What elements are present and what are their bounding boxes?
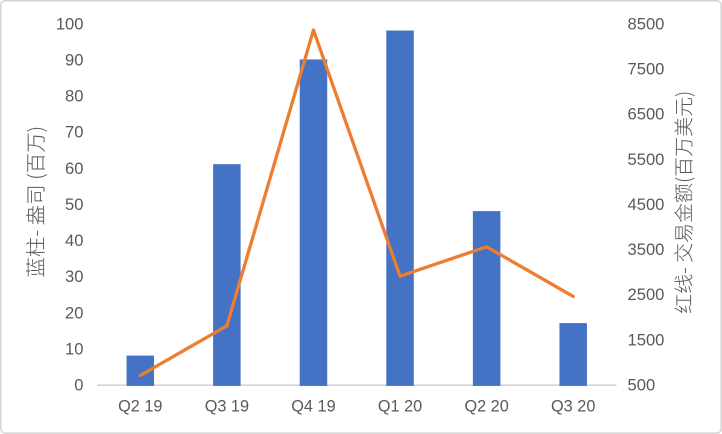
svg-text:60: 60 bbox=[65, 159, 83, 178]
svg-text:5500: 5500 bbox=[628, 150, 665, 169]
svg-text:70: 70 bbox=[65, 123, 83, 142]
svg-text:100: 100 bbox=[56, 14, 84, 33]
svg-text:20: 20 bbox=[65, 303, 83, 322]
svg-text:8500: 8500 bbox=[628, 14, 665, 33]
svg-text:10: 10 bbox=[65, 339, 83, 358]
svg-text:Q2 19: Q2 19 bbox=[118, 398, 162, 416]
svg-text:30: 30 bbox=[65, 267, 83, 286]
svg-text:Q3 20: Q3 20 bbox=[551, 398, 595, 416]
svg-text:Q1 20: Q1 20 bbox=[378, 398, 422, 416]
svg-text:2500: 2500 bbox=[628, 285, 665, 304]
svg-text:500: 500 bbox=[628, 376, 656, 395]
svg-text:80: 80 bbox=[65, 87, 83, 106]
svg-text:Q2 20: Q2 20 bbox=[464, 398, 508, 416]
svg-text:Q3 19: Q3 19 bbox=[205, 398, 249, 416]
svg-text:3500: 3500 bbox=[628, 240, 665, 259]
svg-text:6500: 6500 bbox=[628, 105, 665, 124]
svg-text:40: 40 bbox=[65, 231, 83, 250]
svg-text:0: 0 bbox=[74, 376, 83, 395]
svg-text:4500: 4500 bbox=[628, 195, 665, 214]
svg-text:90: 90 bbox=[65, 50, 83, 69]
svg-text:7500: 7500 bbox=[628, 59, 665, 78]
svg-text:50: 50 bbox=[65, 195, 83, 214]
svg-text:Q4 19: Q4 19 bbox=[291, 398, 335, 416]
svg-text:1500: 1500 bbox=[628, 330, 665, 349]
